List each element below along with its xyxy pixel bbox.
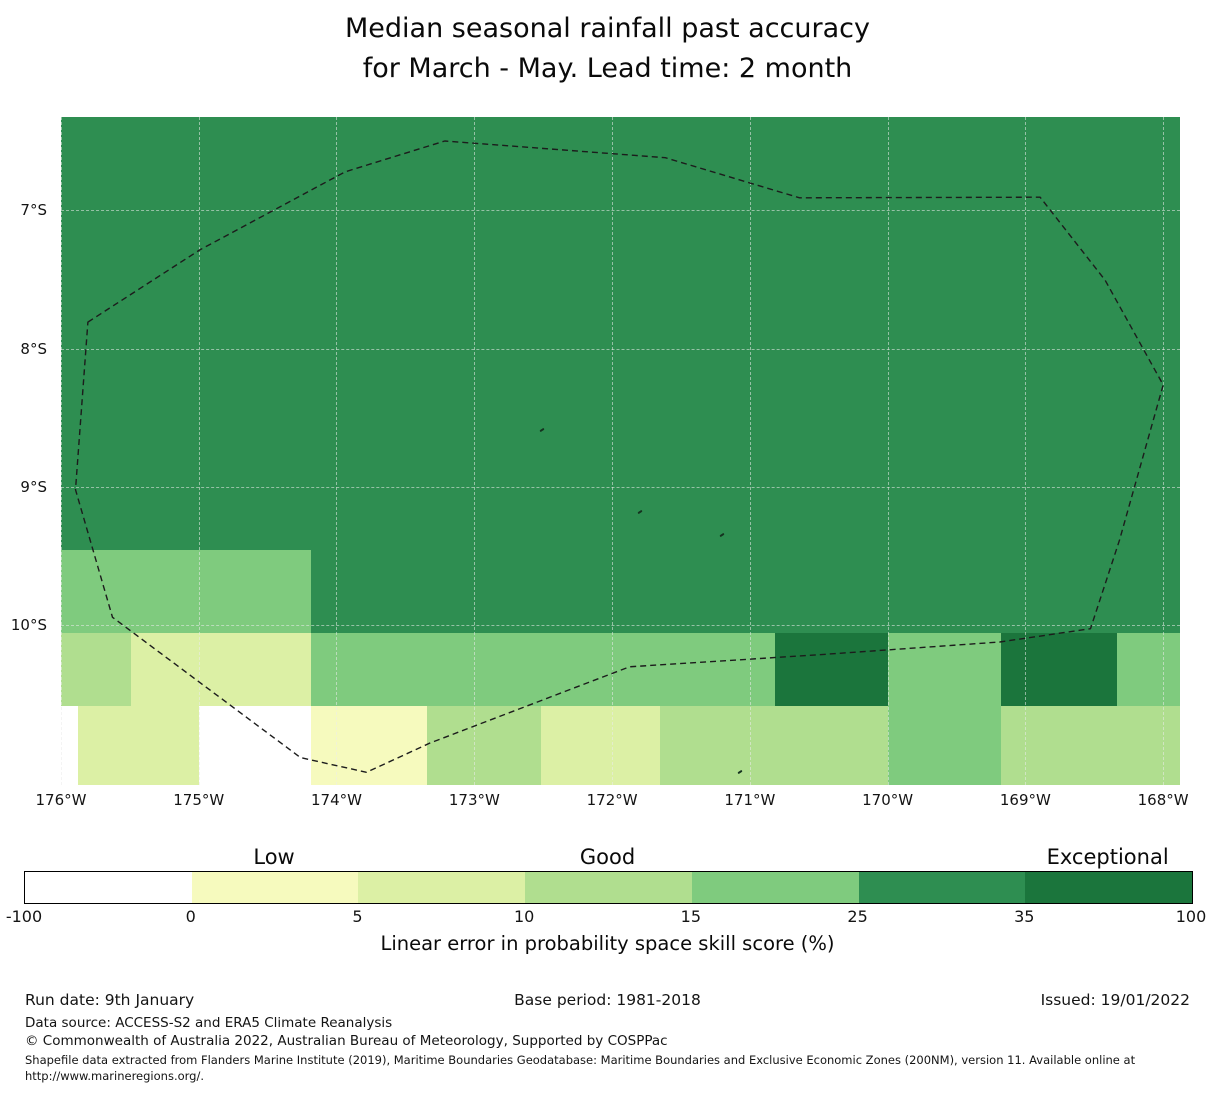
grid-cell — [887, 706, 1001, 785]
gridline-vertical — [474, 117, 476, 785]
grid-cell — [61, 117, 1180, 550]
gridline-horizontal — [61, 624, 1180, 626]
x-axis-labels: 176°W 175°W 174°W 173°W 172°W 171°W 170°W 169°W… — [36, 791, 1189, 811]
map-canvas — [61, 117, 1180, 785]
gridline-vertical — [336, 117, 338, 785]
colorbar-segment — [25, 872, 192, 903]
grid-cell — [198, 706, 311, 785]
run-date: Run date: 9th January — [25, 991, 195, 1009]
colorbar-label: Linear error in probability space skill … — [380, 932, 835, 955]
data-source: Data source: ACCESS-S2 and ERA5 Climate … — [25, 1015, 393, 1031]
colorbar-tick-value: 100 — [1175, 907, 1207, 926]
grid-cell — [310, 549, 1180, 633]
y-tick-label: 10°S — [10, 615, 47, 634]
grid-cell — [1117, 706, 1180, 785]
grid-cell — [310, 632, 775, 707]
gridline-vertical — [1163, 117, 1165, 785]
colorbar-tick-value: 5 — [352, 907, 363, 926]
copyright-line: © Commonwealth of Australia 2022, Austra… — [25, 1033, 668, 1049]
gridline-horizontal — [61, 487, 1180, 489]
x-tick-label: 174°W — [311, 791, 362, 809]
chart-title-line2: for March - May. Lead time: 2 month — [362, 53, 853, 84]
gridline-vertical — [887, 117, 889, 785]
colorbar-tick-value: -100 — [5, 907, 43, 926]
gridline-horizontal — [61, 209, 1180, 211]
colorbar-segment — [358, 872, 526, 903]
grid-cell — [131, 632, 311, 707]
grid-cell — [61, 706, 78, 785]
eez-boundary-svg — [74, 140, 1164, 773]
x-tick-label: 175°W — [173, 791, 225, 809]
colorbar-tick-value: 0 — [185, 907, 196, 926]
gridline-vertical — [198, 117, 200, 785]
grid-cell — [61, 549, 311, 633]
grid-cell — [61, 632, 132, 707]
shapefile-note-line2: http://www.marineregions.org/. — [25, 1068, 204, 1083]
y-tick-label: 9°S — [20, 478, 47, 497]
grid-cell — [310, 706, 427, 785]
colorbar-segment — [191, 872, 359, 903]
colorbar-segment — [525, 872, 692, 903]
eez-boundary-line — [74, 140, 1164, 773]
colorbar-segment — [691, 872, 859, 903]
y-tick-label: 8°S — [20, 339, 47, 358]
colorbar-tick-value: 10 — [513, 907, 535, 926]
x-tick-label: 171°W — [724, 791, 776, 809]
grid-cell — [659, 706, 775, 785]
colorbar-segment — [1025, 872, 1193, 903]
x-tick-label: 176°W — [35, 791, 87, 809]
grid-cell — [1000, 706, 1118, 785]
x-tick-label: 173°W — [448, 791, 500, 809]
colorbar-tick-value: 25 — [847, 907, 868, 926]
x-tick-label: 169°W — [999, 791, 1051, 809]
colorbar-category-labels: Low Good Exceptional — [24, 843, 1191, 869]
gridline-horizontal — [61, 348, 1180, 350]
grid-cell — [426, 706, 542, 785]
base-period: Base period: 1981-2018 — [514, 991, 701, 1009]
shapefile-note-line1: Shapefile data extracted from Flanders M… — [25, 1053, 1136, 1067]
x-tick-label: 170°W — [862, 791, 914, 809]
colorbar-ticks: -100 0 5 10 15 25 35 100 — [6, 907, 1206, 927]
grid-cell — [541, 706, 660, 785]
colorbar-tick-value: 35 — [1014, 907, 1035, 926]
chart-title-line1: Median seasonal rainfall past accuracy — [345, 13, 870, 44]
gridline-vertical — [749, 117, 751, 785]
shapefile-note: Shapefile data extracted from Flanders M… — [25, 1053, 1195, 1084]
grid-cell — [774, 706, 888, 785]
grid-cell — [887, 632, 1001, 707]
colorbar-tick-value: 15 — [680, 907, 702, 926]
colorbar-category-label: Good — [579, 845, 636, 869]
y-axis-labels: 7°S 8°S 9°S 10°S — [0, 117, 54, 785]
colorbar-category-label: Low — [253, 845, 295, 869]
y-tick-label: 7°S — [20, 200, 47, 219]
grid-cell — [774, 632, 888, 707]
gridline-vertical — [612, 117, 614, 785]
grid-cell — [1117, 632, 1180, 707]
issued-date: Issued: 19/01/2022 — [1040, 991, 1190, 1009]
gridline-vertical — [61, 117, 62, 785]
chart-title: Median seasonal rainfall past accuracy f… — [0, 9, 1215, 89]
grid-cell — [1000, 632, 1118, 707]
colorbar-category-label: Exceptional — [1046, 845, 1169, 869]
x-tick-label: 172°W — [586, 791, 638, 809]
colorbar — [24, 871, 1193, 904]
grid-cell — [77, 706, 199, 785]
x-tick-label: 168°W — [1137, 791, 1189, 809]
colorbar-segment — [858, 872, 1026, 903]
gridline-vertical — [1025, 117, 1027, 785]
